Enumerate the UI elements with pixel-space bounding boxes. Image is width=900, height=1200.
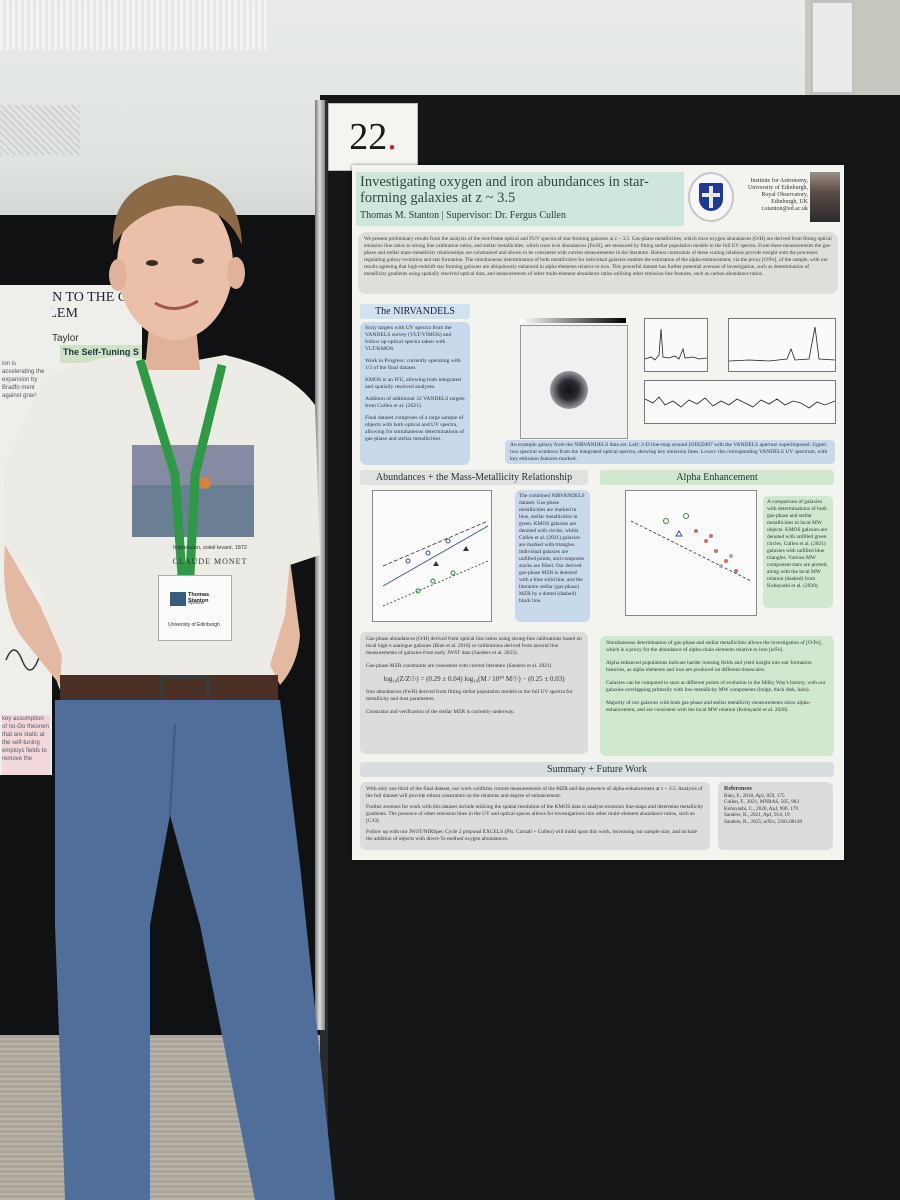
- shirt-print-caption: Impression, soleil levant, 1872: [173, 545, 247, 551]
- references-title: References: [724, 786, 752, 792]
- jeans: [55, 700, 335, 1200]
- alpha-enhancement-plot: [625, 490, 757, 616]
- alpha-point: Majority of our galaxies with both gas-p…: [606, 700, 811, 713]
- summary-text: With only one third of the final dataset…: [360, 782, 710, 850]
- window: [810, 0, 855, 95]
- poster-title: Investigating oxygen and iron abundances…: [360, 174, 649, 206]
- abundance-point: Iron abundances (Fe/H) derived from fitt…: [366, 689, 573, 702]
- poster-abstract: We present preliminary results from the …: [358, 232, 838, 294]
- summary-point: With only one third of the final dataset…: [366, 786, 703, 799]
- alpha-point: Simultaneous determination of gas-phase …: [606, 640, 822, 653]
- mass-metallicity-plot: [372, 490, 492, 622]
- badge-name: Thomas Stanton: [188, 592, 210, 604]
- optical-spectrum-window-2: [728, 318, 836, 372]
- presenter-person: [0, 175, 335, 1200]
- right-arm: [270, 560, 300, 685]
- abundance-point: Gas-phase abundances (O/H) derived from …: [366, 636, 582, 656]
- alpha-point: Alpha enhanced populations indicate hard…: [606, 660, 812, 673]
- crest-cross-horizontal: [702, 193, 720, 197]
- badge-organization: University of Edinburgh: [168, 622, 220, 628]
- reference-item: Sanders, R., 2023, arXiv, 2303.08149: [724, 818, 803, 825]
- nirvandels-point: Final dataset comprises of a large sampl…: [365, 415, 465, 442]
- section-heading-summary: Summary + Future Work: [360, 762, 834, 777]
- abundances-bullet-list: Gas-phase abundances (O/H) derived from …: [360, 632, 588, 754]
- mzr-caption: The combined NIRVANDELS dataset. Gas-pha…: [515, 490, 590, 622]
- nirvandels-point: Addition of additional 33 VANDELS target…: [365, 396, 465, 409]
- poster-title-bar: [356, 172, 684, 226]
- alpha-caption: A comparison of galaxies with determinat…: [763, 496, 833, 608]
- line-map-colorbar: [520, 318, 626, 323]
- board-pole: [315, 100, 325, 1030]
- left-poster-author: Taylor: [52, 333, 79, 344]
- belt: [60, 675, 278, 703]
- ceiling-vent: [0, 105, 80, 155]
- board-number-dot: .: [387, 116, 397, 158]
- left-poster-text-top: ion is accelerating the expansion by Bra…: [2, 361, 47, 399]
- hair: [112, 175, 242, 245]
- reference-item: Bian, F., 2018, ApJ, 859, 175: [724, 792, 785, 799]
- poster-contact-info: Institute for Astronomy, University of E…: [747, 178, 808, 212]
- summary-point: Further avenues for work with this datas…: [366, 804, 704, 824]
- optical-spectrum-window-1: [644, 318, 708, 372]
- alpha-point: Galaxies can be compared to stars at dif…: [606, 680, 826, 693]
- left-arm: [4, 545, 62, 685]
- name-badge: [158, 575, 232, 641]
- alpha-bullet-list: Simultaneous determination of gas-phase …: [600, 636, 834, 756]
- nirvandels-figure-caption: An example galaxy from the NIRVANDELS da…: [505, 440, 835, 464]
- references-box: References Bian, F., 2018, ApJ, 859, 175…: [718, 782, 833, 850]
- reference-item: Cullen, F., 2021, MNRAS, 505, 903: [724, 799, 799, 805]
- badge-role: Speaker: [188, 600, 205, 605]
- nirvandels-bullet-list: Sixty targets with UV spectra from the V…: [360, 322, 470, 465]
- face: [117, 190, 233, 340]
- author-photo: [810, 172, 840, 222]
- poster-authors: Thomas M. Stanton | Supervisor: Dr. Ferg…: [360, 210, 566, 221]
- galaxy-emission-blob: [550, 371, 588, 409]
- section-heading-alpha: Alpha Enhancement: [600, 470, 834, 485]
- abundance-point: Constraint and verification of the stell…: [366, 709, 515, 715]
- nirvandels-point: Sixty targets with UV spectra from the V…: [365, 325, 452, 352]
- section-heading-abundances: Abundances + the Mass-Metallicity Relati…: [360, 470, 588, 485]
- nirvandels-point: Work in Progress: currently operating wi…: [365, 358, 461, 371]
- shirt-print-artist: CLAUDE MONET: [172, 557, 248, 566]
- crest-cross-vertical: [709, 186, 713, 208]
- reference-item: Sanders, R., 2021, ApJ, 914, 19: [724, 812, 790, 818]
- mzr-equation: log₁₀(Z/Z☉) = (0.29 ± 0.04) log₁₀(M / 10…: [383, 675, 565, 683]
- ceiling-light-panel: [0, 0, 270, 50]
- reference-item: Kobayashi, C., 2020, ApJ, 900, 179: [724, 805, 798, 812]
- left-poster-text-bottom: key assumption of no-Go theorem that are…: [2, 715, 50, 775]
- board-number-card: 22.: [328, 103, 418, 171]
- nirvandels-point: KMOS is an IFU, allowing both integrated…: [365, 377, 461, 390]
- board-number: 22: [349, 116, 388, 158]
- badge-logo-icon: [170, 592, 186, 606]
- uv-spectrum: [644, 380, 836, 424]
- section-heading-nirvandels: The NIRVANDELS Dataset: [360, 304, 470, 332]
- abundance-point: Gas-phase MZR constraints are consistent…: [366, 663, 552, 669]
- summary-point: Follow up with our JWST/NIRSpec Cycle 2 …: [366, 829, 698, 842]
